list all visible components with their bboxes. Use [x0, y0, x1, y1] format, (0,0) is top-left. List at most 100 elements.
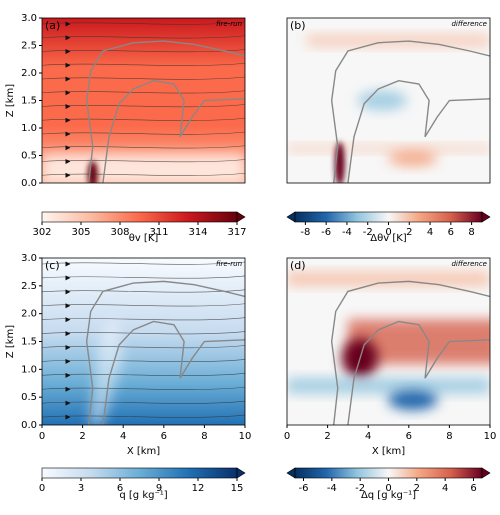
panel: (a) fire-run 0.0 0.5 1.0 1.5 2.0 2.5 3.0 Z [km] 30…: [5, 13, 247, 244]
colorbar-tick-label: -8: [300, 227, 310, 238]
x-tick-label: 6: [161, 431, 167, 442]
x-tick-label: 8: [201, 431, 207, 442]
x-tick-label: 4: [365, 431, 371, 442]
colorbar-frame: [41, 211, 238, 223]
colorbar-label: θv [K]: [129, 233, 159, 244]
streamline: [42, 172, 245, 176]
streamline: [42, 76, 245, 80]
colorbar-tick-label: 6: [470, 483, 476, 494]
colorbar: -8 -6 -4 -2 0 2 4 6 8 Δθv [K]: [286, 211, 491, 244]
panel-label: (d): [290, 259, 306, 272]
streamline: [42, 49, 245, 53]
anomaly: [287, 144, 490, 153]
panel: (d) difference 0 2 4 6 8 10 X [km] -6 -4 -2 0 2 4 6 Δq […: [284, 257, 496, 501]
streamline: [42, 159, 245, 163]
colorbar: -6 -4 -2 0 2 4 6 Δq [g kg⁻¹]: [286, 467, 491, 501]
contour: [347, 320, 490, 425]
colorbar-extend: [236, 467, 246, 479]
panel-label: (b): [290, 19, 306, 32]
colorbar-fill: [42, 212, 237, 222]
colorbar-tick-label: -4: [327, 483, 337, 494]
field: [287, 258, 490, 425]
colorbar-tick-label: 3: [78, 483, 84, 494]
x-tick-label: 0: [284, 431, 290, 442]
contour: [85, 280, 245, 425]
streamline: [42, 400, 245, 404]
colorbar-tick-label: 6: [117, 483, 123, 494]
colorbar-tick-label: 317: [227, 227, 246, 238]
y-tick-label: 0.0: [21, 420, 37, 431]
colorbar-tick-label: -4: [342, 227, 352, 238]
streamline: [42, 414, 245, 418]
field-region: [42, 153, 245, 183]
y-tick-label: 3.0: [21, 13, 37, 24]
y-tick-label: 1.0: [21, 123, 37, 134]
panel-tag: fire-run: [216, 260, 242, 268]
streamline: [42, 331, 245, 335]
panel-tag: fire-run: [216, 20, 242, 28]
axes-frame: [286, 17, 491, 184]
x-tick-label: 6: [406, 431, 412, 442]
panel-tag: difference: [451, 20, 487, 28]
colorbar-tick-label: 12: [192, 483, 205, 494]
colorbar-tick-label: 4: [442, 483, 448, 494]
contour: [330, 40, 490, 183]
streamline: [42, 90, 245, 94]
x-tick-label: 8: [446, 431, 452, 442]
streamline: [42, 62, 245, 66]
colorbar-extend: [481, 211, 491, 223]
x-tick-label: 0: [39, 431, 45, 442]
field: [287, 18, 490, 183]
colorbar-frame: [41, 467, 238, 479]
streamline: [42, 35, 245, 39]
streamline: [42, 275, 245, 279]
streamline: [42, 303, 245, 307]
colorbar-tick-label: -2: [363, 227, 373, 238]
x-tick-label: 2: [79, 431, 85, 442]
streamline: [42, 145, 245, 149]
y-tick-label: 1.0: [21, 364, 37, 375]
colorbar-tick-label: 6: [448, 227, 454, 238]
colorbar-tick-label: -6: [299, 483, 309, 494]
colorbar-tick-label: 305: [71, 227, 90, 238]
colorbar-tick-label: 302: [32, 227, 51, 238]
x-tick-label: 4: [120, 431, 126, 442]
streamline: [42, 289, 245, 293]
x-axis-label: X [km]: [127, 446, 160, 457]
x-tick-label: 2: [324, 431, 330, 442]
colorbar-label: q [g kg⁻¹]: [119, 490, 167, 501]
streamline: [42, 117, 245, 121]
colorbar-extend: [286, 211, 296, 223]
colorbar-tick-label: 311: [149, 227, 168, 238]
y-tick-label: 0.5: [21, 151, 37, 162]
contour: [330, 280, 490, 425]
y-tick-label: 2.0: [21, 309, 37, 320]
x-tick-label: 10: [239, 431, 252, 442]
colorbar-tick-label: 9: [156, 483, 162, 494]
colorbar-tick-label: 2: [414, 483, 420, 494]
colorbar: 0 3 6 9 12 15 q [g kg⁻¹]: [39, 467, 246, 501]
streamline: [42, 131, 245, 135]
colorbar-tick-label: 15: [231, 483, 244, 494]
colorbar-tick-label: 0: [385, 227, 391, 238]
panel-label: (c): [45, 259, 60, 272]
colorbar-fill: [295, 468, 482, 478]
contour: [347, 79, 490, 183]
colorbar-tick-label: 8: [468, 227, 474, 238]
streamline: [42, 373, 245, 376]
contour: [85, 40, 245, 183]
streamline: [42, 359, 245, 363]
colorbar-tick-label: 2: [406, 227, 412, 238]
colorbar-label: Δθv [K]: [370, 233, 407, 244]
colorbar-tick-label: 308: [110, 227, 129, 238]
x-axis-label: X [km]: [372, 446, 405, 457]
y-tick-label: 1.5: [21, 337, 37, 348]
anomaly: [287, 271, 490, 286]
y-axis-label: Z [km]: [5, 325, 16, 358]
contour: [102, 79, 245, 183]
colorbar-fill: [295, 212, 482, 222]
anomaly: [357, 90, 408, 111]
colorbar-extend: [481, 467, 491, 479]
